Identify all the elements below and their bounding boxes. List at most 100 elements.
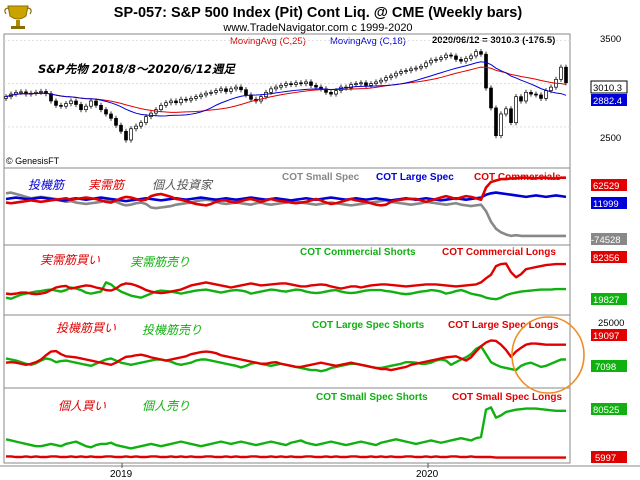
series-cot-large-spec-shorts <box>5 345 566 373</box>
large-spec-panel <box>5 339 566 373</box>
candle-body <box>504 108 508 115</box>
y-tick-2500: 2500 <box>600 133 621 144</box>
candle-body <box>469 55 473 59</box>
candle-body <box>174 100 178 104</box>
candle-body <box>439 57 443 60</box>
candle-body <box>59 104 63 107</box>
candle-body <box>309 81 313 86</box>
jp-label-indiv-sell: 個人売り <box>142 399 190 413</box>
candle-body <box>244 89 248 96</box>
candle-body <box>534 93 538 96</box>
candle-body <box>94 100 98 106</box>
candle-body <box>234 86 238 90</box>
candle-body <box>164 102 168 106</box>
candle-body <box>294 82 298 85</box>
candle-body <box>214 90 218 93</box>
jp-label-comm-sell: 実需筋売り <box>130 255 190 269</box>
candle-body <box>134 125 138 130</box>
series-cot-small-spec-longs <box>6 455 566 459</box>
candle-body <box>299 82 303 85</box>
candle-body <box>519 96 523 102</box>
copyright-label: © GenesisFT <box>6 156 60 166</box>
candle-body <box>349 84 353 89</box>
small-spec-panel <box>5 406 566 459</box>
candle-body <box>39 91 43 93</box>
ma25-legend: MovingAvg (C,25) <box>230 36 306 47</box>
candle-body <box>464 58 468 62</box>
legend-comm-shorts: COT Commercial Shorts <box>300 247 416 258</box>
candle-body <box>284 83 288 86</box>
series-cot-large-spec-longs <box>5 339 566 372</box>
candle-body <box>119 124 123 132</box>
candle-body <box>474 51 478 57</box>
series-cot-commercial-longs <box>5 262 566 296</box>
candle-body <box>399 71 403 74</box>
candle-body <box>414 67 418 70</box>
candle-body <box>364 82 368 86</box>
candle-body <box>64 103 68 107</box>
legend-large-spec: COT Large Spec <box>376 172 454 183</box>
candle-body <box>4 96 8 99</box>
candle-body <box>109 113 113 119</box>
candle-body <box>289 83 293 86</box>
x-tick-2020: 2020 <box>416 469 439 480</box>
candle-body <box>269 88 273 93</box>
candle-body <box>424 62 428 67</box>
candle-body <box>394 72 398 77</box>
candle-body <box>449 54 453 57</box>
candle-body <box>434 59 438 61</box>
comm-shorts-last-box: 19827 <box>593 295 619 306</box>
series-cot-commercial-shorts <box>5 281 566 301</box>
small-last-box: -74528 <box>591 235 621 246</box>
candle-body <box>369 83 373 86</box>
candle-body <box>99 104 103 111</box>
candle-body <box>179 98 183 104</box>
small-longs-last-box: 5997 <box>595 453 616 464</box>
price-panel <box>4 39 570 143</box>
candle-body <box>429 59 433 64</box>
candle-body <box>419 65 423 69</box>
legend-small-spec: COT Small Spec <box>282 172 360 183</box>
candle-body <box>104 109 108 115</box>
jp-label-comm: 実需筋 <box>88 178 126 192</box>
legend-large-shorts: COT Large Spec Shorts <box>312 320 425 331</box>
y-tick-3500: 3500 <box>600 34 621 45</box>
ma18-legend: MovingAvg (C,18) <box>330 36 406 47</box>
jp-label-large-buy: 投機筋買い <box>56 321 116 335</box>
candle-body <box>374 81 378 85</box>
candle-body <box>509 108 513 124</box>
candle-body <box>389 75 393 78</box>
candle-body <box>334 90 338 95</box>
candle-body <box>384 77 388 81</box>
candle-body <box>314 85 318 88</box>
series-cot-small-spec-shorts <box>5 406 566 450</box>
jp-label-large-sell: 投機筋売り <box>142 323 202 337</box>
candle-body <box>404 70 408 73</box>
candle-body <box>479 51 483 55</box>
candle-body <box>274 86 278 90</box>
jp-annotation: S&P先物 2018/8～2020/6/12週足 <box>38 62 236 76</box>
candle-body <box>529 91 533 95</box>
comm-last-box: 62529 <box>593 181 619 192</box>
candle-body <box>559 66 563 80</box>
site-credit: www.TradeNavigator.com c 1999-2020 <box>222 22 412 34</box>
chart-title: SP-057: S&P 500 Index (Pit) Cont Liq. @ … <box>114 5 523 21</box>
jp-label-comm-buy: 実需筋買い <box>40 253 100 267</box>
candle-body <box>129 128 133 141</box>
value-boxes: 3010.3 2882.4 62529 11999 -74528 82356 1… <box>590 80 628 464</box>
candle-body <box>454 55 458 60</box>
candle-body <box>209 91 213 94</box>
ma18-line <box>5 61 567 117</box>
large-last-box: 11999 <box>593 199 619 210</box>
candle-body <box>354 83 358 86</box>
candle-body <box>494 107 498 137</box>
candle-body <box>564 66 568 84</box>
candle-body <box>159 104 163 111</box>
candle-body <box>484 53 488 89</box>
large-axis-tick: 25000 <box>598 318 624 329</box>
candle-body <box>79 104 83 111</box>
legend-comm-longs: COT Commercial Longs <box>442 247 556 258</box>
candle-body <box>199 94 203 98</box>
candle-body <box>239 86 243 91</box>
candle-body <box>229 88 233 92</box>
